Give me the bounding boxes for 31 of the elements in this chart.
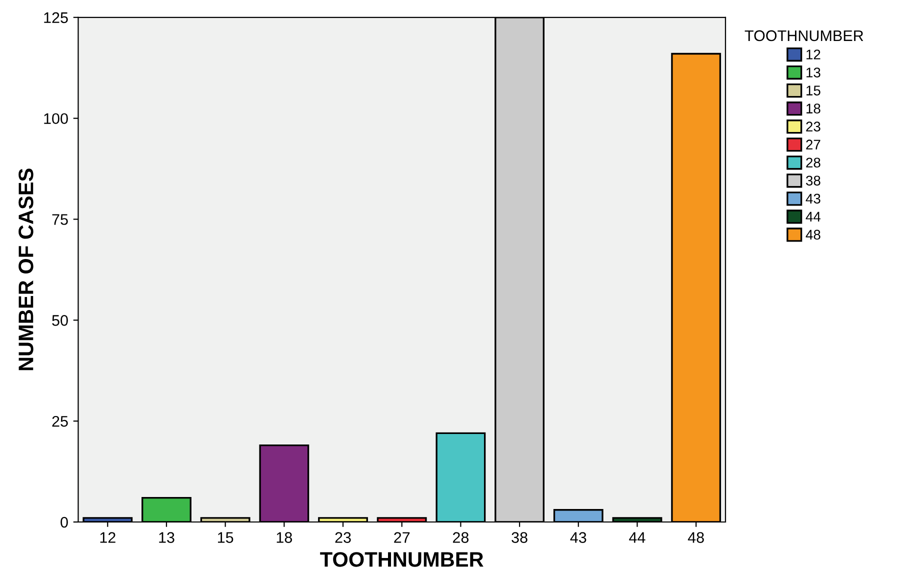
x-tick-label: 27	[394, 532, 410, 543]
y-tick-label: 25	[52, 416, 68, 427]
x-tick-label: 48	[688, 532, 704, 543]
legend-label: 44	[806, 212, 821, 222]
x-tick-label: 12	[100, 532, 116, 543]
y-axis-title: NUMBER OF CASES	[18, 168, 34, 370]
legend-label: 18	[806, 104, 820, 114]
legend-label: 48	[806, 230, 820, 240]
legend-label: 23	[806, 122, 820, 132]
x-tick-label: 38	[512, 532, 528, 543]
x-tick-label: 28	[452, 532, 469, 543]
x-tick-label: 15	[218, 532, 234, 543]
legend-label: 12	[806, 50, 820, 60]
x-axis-title: TOOTHNUMBER	[320, 552, 484, 567]
legend-label: 27	[806, 140, 820, 150]
y-tick-label: 100	[44, 113, 68, 124]
legend-label: 28	[806, 158, 820, 168]
x-tick-label: 43	[570, 532, 586, 543]
y-tick-label: 125	[44, 12, 68, 24]
legend-label: 15	[806, 86, 820, 96]
x-tick-label: 44	[629, 532, 646, 543]
legend-label: 43	[806, 194, 820, 204]
x-tick-label: 23	[335, 532, 351, 543]
legend-label: 13	[806, 68, 820, 78]
y-tick-label: 75	[52, 214, 68, 225]
y-tick-label: 0	[60, 516, 68, 528]
y-tick-label: 50	[52, 315, 68, 326]
legend-title: TOOTHNUMBER	[744, 30, 864, 42]
x-tick-label: 18	[276, 532, 292, 543]
x-tick-label: 13	[159, 532, 174, 543]
legend-label: 38	[806, 176, 820, 186]
